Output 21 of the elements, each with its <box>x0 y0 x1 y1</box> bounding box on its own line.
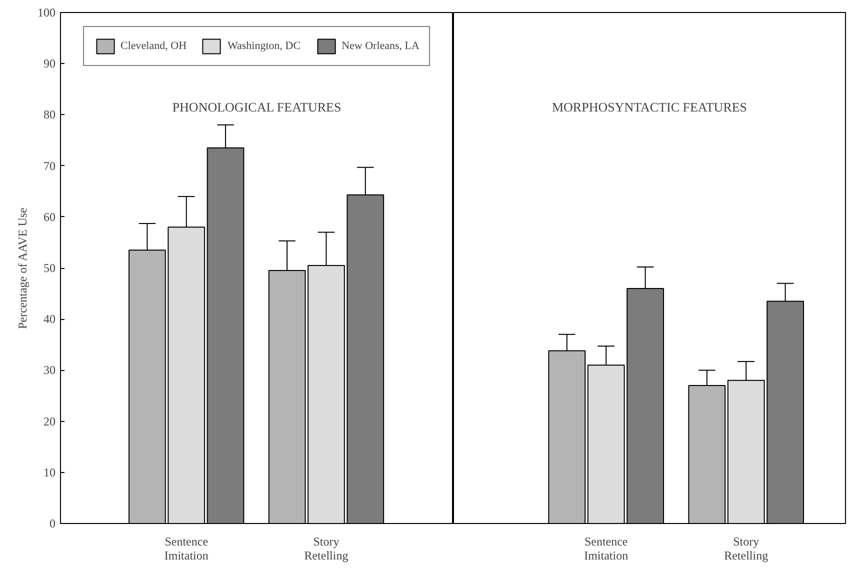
annotation: MORPHOSYNTACTIC FEATURES <box>552 100 748 115</box>
y-tick-label: 30 <box>44 363 56 378</box>
y-tick-label: 80 <box>44 108 56 122</box>
legend-label: Washington, DC <box>228 40 301 52</box>
y-tick-label: 40 <box>44 312 56 326</box>
y-tick-label: 100 <box>38 6 56 20</box>
y-tick-label: 20 <box>44 414 56 428</box>
y-axis-title: Percentage of AAVE Use <box>16 208 30 330</box>
x-tick-label: Sentence Imitation <box>164 534 208 562</box>
x-tick-label: Sentence Imitation <box>584 534 628 562</box>
y-tick-label: 70 <box>44 158 56 173</box>
y-tick-label: 90 <box>44 56 56 71</box>
x-tick-label: Story Retelling <box>304 534 348 562</box>
y-tick-label: 10 <box>44 465 56 480</box>
x-tick-label: Story Retelling <box>724 534 768 562</box>
legend-label: Cleveland, OH <box>120 40 187 52</box>
annotation: PHONOLOGICAL FEATURES <box>172 100 342 115</box>
legend-label: New Orleans, LA <box>342 40 420 52</box>
y-tick-label: 50 <box>44 261 56 275</box>
y-tick-label: 60 <box>44 210 56 224</box>
y-tick-label: 0 <box>50 516 56 530</box>
